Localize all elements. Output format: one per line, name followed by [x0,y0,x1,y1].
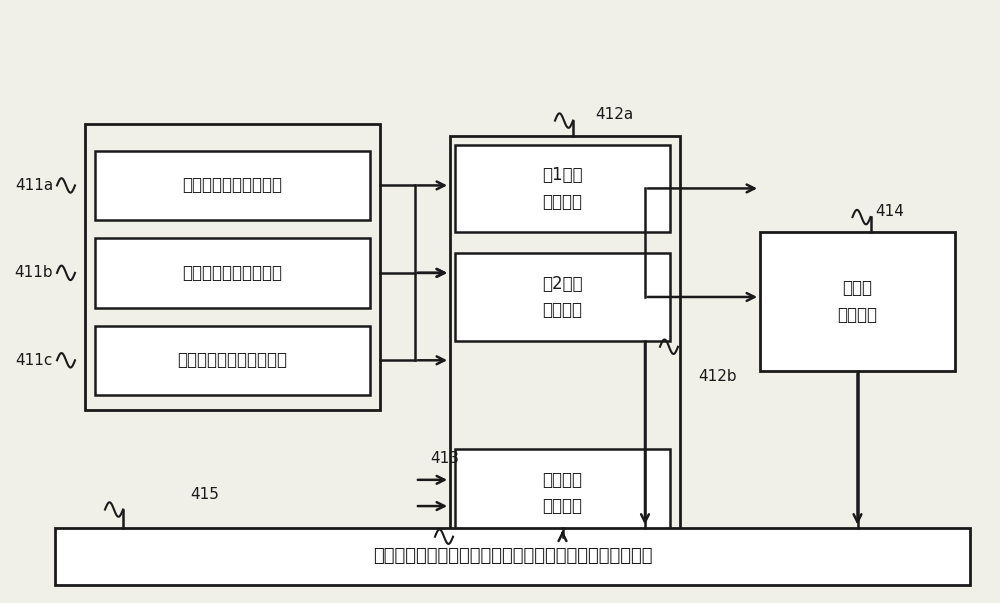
Text: 第1速度
计算电路: 第1速度 计算电路 [542,166,583,210]
Bar [85,124,380,410]
Text: 414: 414 [875,204,904,218]
Bar [55,528,970,585]
Text: 上上次的位置数据寄存器: 上上次的位置数据寄存器 [178,352,288,369]
Text: 本次的位置数据寄存器: 本次的位置数据寄存器 [182,177,283,194]
Text: 加速度
计算电路: 加速度 计算电路 [838,279,878,324]
Text: 413: 413 [430,451,459,466]
Text: 411c: 411c [16,353,53,368]
Bar [455,449,670,537]
Bar [95,326,370,395]
Text: 零交叉点
检测电路: 零交叉点 检测电路 [542,471,582,515]
Text: 上次的位置数据寄存器: 上次的位置数据寄存器 [182,264,283,282]
Text: 第2速度
计算电路: 第2速度 计算电路 [542,275,583,319]
Bar [450,136,680,546]
Text: 411a: 411a [15,178,53,193]
Text: 412b: 412b [698,370,737,384]
Bar [95,238,370,308]
Text: 415: 415 [190,487,219,502]
Bar [95,151,370,220]
Text: 412a: 412a [595,107,633,122]
Bar [455,145,670,232]
Bar [760,232,955,371]
Text: 位置数据寄存器存储开始判定及误差计算开始信号判定电路: 位置数据寄存器存储开始判定及误差计算开始信号判定电路 [373,548,652,565]
Bar [455,253,670,341]
Text: 411b: 411b [14,265,53,280]
